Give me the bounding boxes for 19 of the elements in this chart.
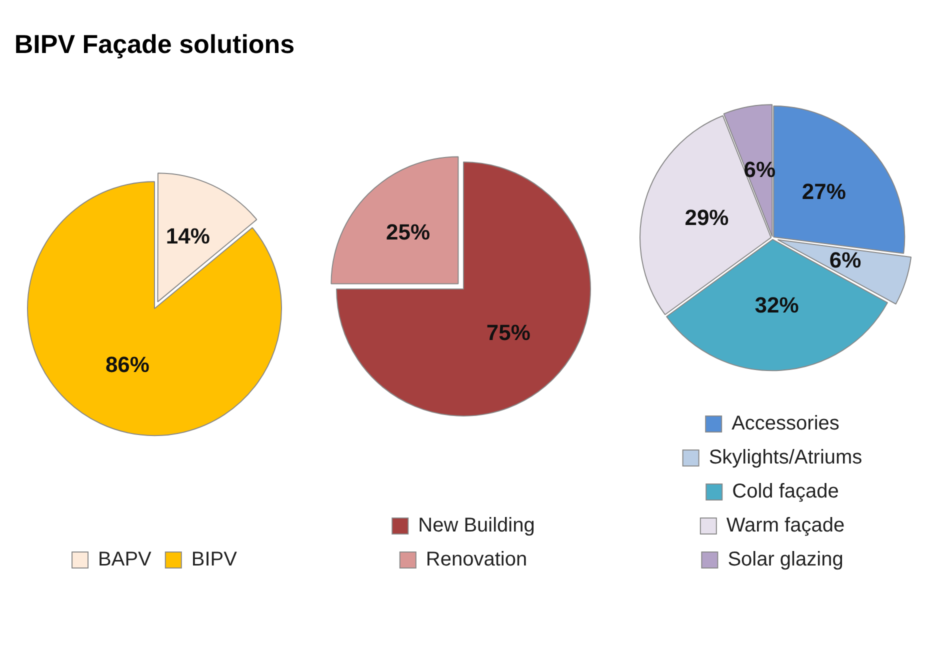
data-label: 86% xyxy=(105,352,150,378)
legend-label: BAPV xyxy=(98,548,152,571)
data-label: 25% xyxy=(386,220,430,245)
data-label: 14% xyxy=(166,224,210,249)
data-label: 6% xyxy=(744,156,776,182)
data-label: 27% xyxy=(802,178,846,204)
data-label: 32% xyxy=(754,292,799,318)
data-label: 29% xyxy=(684,204,729,230)
data-label: 6% xyxy=(829,248,862,273)
data-label: 75% xyxy=(486,320,530,345)
legend-label: Renovation xyxy=(426,548,528,571)
legend-label: BIPV xyxy=(191,548,238,571)
legend-label: New Building xyxy=(418,514,535,537)
chart-title: BIPV Façade solutions xyxy=(14,28,295,59)
legend-label: Cold façade xyxy=(732,480,839,503)
legend-label: Skylights/Atriums xyxy=(708,446,862,469)
legend-label: Warm façade xyxy=(726,514,845,537)
legend-label: Solar glazing xyxy=(728,548,844,571)
legend-label: Accessories xyxy=(732,412,840,435)
